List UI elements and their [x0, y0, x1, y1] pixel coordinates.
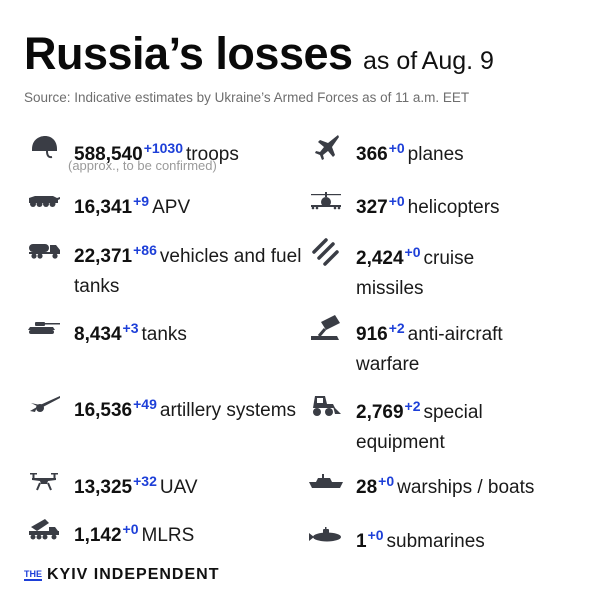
stat-value: 8,434	[74, 324, 122, 345]
stat-value: 327	[356, 197, 388, 218]
brand-the: THE	[24, 569, 42, 581]
stat-troops: 588,540+1030 troops (approx., to be confi…	[24, 133, 239, 173]
fuel-truck-icon	[24, 235, 64, 265]
stat-label: vehicles and fuel tanks	[74, 246, 302, 297]
stat-delta: +2	[404, 398, 421, 414]
page-title: Russia’s losses	[24, 28, 353, 79]
stat-value: 588,540	[74, 144, 143, 165]
stat-artillery: 16,536+49 artillery systems	[24, 389, 304, 426]
stat-value: 13,325	[74, 477, 133, 498]
stat-value: 16,341	[74, 197, 133, 218]
missiles-icon	[306, 237, 346, 267]
stat-special-equipment: 2,769+2 special equipment	[306, 391, 566, 458]
stat-label: artillery systems	[159, 400, 297, 421]
stat-uav: 13,325+32 UAV	[24, 466, 198, 503]
stat-value: 1	[356, 531, 367, 552]
loader-icon	[306, 391, 346, 421]
stat-delta: +0	[122, 521, 139, 537]
warship-icon	[306, 466, 346, 496]
title-date: Aug. 9	[421, 47, 494, 75]
helmet-icon	[24, 133, 64, 163]
stat-tanks: 8,434+3 tanks	[24, 313, 187, 350]
tank-icon	[24, 313, 64, 343]
stat-planes: 366+0 planes	[306, 133, 464, 170]
stat-helicopters: 327+0 helicopters	[306, 186, 500, 223]
stat-label: troops	[186, 144, 239, 165]
stat-label: planes	[407, 144, 464, 165]
stat-value: 28	[356, 477, 378, 498]
stat-delta: +2	[388, 320, 405, 336]
stat-label: tanks	[141, 324, 187, 345]
stat-value: 2,424	[356, 248, 404, 269]
brand-logo: THE KYIV INDEPENDENT	[24, 566, 219, 584]
stat-delta: +0	[367, 527, 384, 543]
submarine-icon	[306, 520, 346, 550]
stat-value: 2,769	[356, 402, 404, 423]
stat-label: UAV	[159, 477, 198, 498]
brand-name: KYIV INDEPENDENT	[47, 566, 220, 583]
stat-delta: +49	[133, 396, 157, 412]
helicopter-icon	[306, 186, 346, 216]
stat-label: helicopters	[407, 197, 500, 218]
stat-delta: +32	[133, 473, 157, 489]
stat-delta: +3	[122, 320, 139, 336]
stat-delta: +0	[388, 140, 405, 156]
stat-label: anti-aircraft warfare	[356, 324, 503, 375]
drone-icon	[24, 466, 64, 496]
stat-label: special equipment	[356, 402, 483, 453]
title-row: Russia’s losses as of Aug. 9	[24, 28, 494, 80]
stat-value: 916	[356, 324, 388, 345]
stat-label: MLRS	[141, 525, 195, 546]
artillery-icon	[24, 389, 64, 419]
stat-delta: +1030	[143, 140, 184, 156]
stat-submarines: 1+0 submarines	[306, 520, 485, 557]
stat-cruise-missiles: 2,424+0 cruise missiles	[306, 237, 566, 304]
stat-label: warships / boats	[397, 477, 535, 498]
apv-icon	[24, 186, 64, 216]
stat-label: cruise missiles	[356, 248, 475, 299]
title-subtitle: as of	[362, 47, 418, 75]
source-note: Source: Indicative estimates by Ukraine’…	[24, 90, 470, 105]
stat-delta: +0	[388, 193, 405, 209]
stat-anti-aircraft: 916+2 anti-aircraft warfare	[306, 313, 566, 380]
stat-delta: +0	[378, 473, 395, 489]
stat-label: APV	[152, 197, 191, 218]
anti-aircraft-icon	[306, 313, 346, 343]
stat-delta: +9	[133, 193, 150, 209]
stat-delta: +86	[133, 242, 157, 258]
mlrs-icon	[24, 514, 64, 544]
stat-warships: 28+0 warships / boats	[306, 466, 534, 503]
stat-value: 16,536	[74, 400, 133, 421]
stat-value: 366	[356, 144, 388, 165]
stat-note: (approx., to be confirmed)	[68, 158, 217, 173]
stat-delta: +0	[404, 244, 421, 260]
stat-vehicles: 22,371+86 vehicles and fuel tanks	[24, 235, 304, 302]
stat-mlrs: 1,142+0 MLRS	[24, 514, 194, 551]
jet-icon	[306, 133, 346, 163]
stat-value: 22,371	[74, 246, 133, 267]
stat-apv: 16,341+9 APV	[24, 186, 190, 223]
stat-value: 1,142	[74, 525, 122, 546]
stat-label: submarines	[386, 531, 485, 552]
